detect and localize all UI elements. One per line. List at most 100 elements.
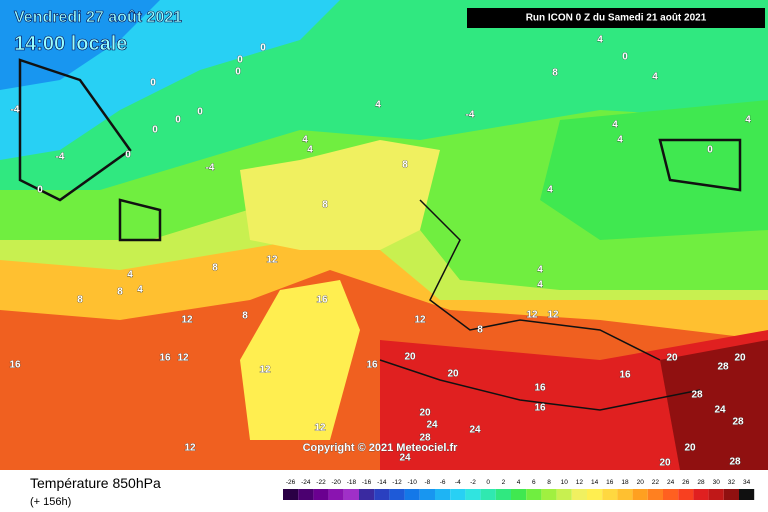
contour-label: 20 xyxy=(447,369,459,380)
contour-label: 20 xyxy=(659,458,671,469)
contour-label: 16 xyxy=(9,360,21,371)
scale-label: 26 xyxy=(682,479,690,486)
contour-label: 8 xyxy=(77,295,83,306)
scale-label: 14 xyxy=(591,479,599,486)
contour-label: 4 xyxy=(612,120,618,131)
scale-swatch xyxy=(374,489,390,500)
scale-label: 12 xyxy=(576,479,584,486)
contour-label: 28 xyxy=(691,390,703,401)
scale-label: -22 xyxy=(316,479,326,486)
contour-label: 4 xyxy=(302,135,308,146)
contour-label: 8 xyxy=(242,311,248,322)
contour-label: 0 xyxy=(707,145,713,156)
contour-label: 8 xyxy=(117,287,123,298)
scale-label: -14 xyxy=(377,479,387,486)
run-info: Run ICON 0 Z du Samedi 21 août 2021 xyxy=(526,13,707,24)
scale-swatch xyxy=(495,489,511,500)
contour-label: 28 xyxy=(717,362,729,373)
contour-label: 12 xyxy=(314,423,326,434)
contour-label: 0 xyxy=(37,185,43,196)
scale-swatch xyxy=(571,489,587,500)
scale-label: 32 xyxy=(728,479,736,486)
contour-label: 28 xyxy=(732,417,744,428)
contour-label: 0 xyxy=(622,52,628,63)
scale-swatch xyxy=(450,489,466,500)
contour-label: 16 xyxy=(316,295,328,306)
scale-swatch xyxy=(526,489,542,500)
contour-label: 4 xyxy=(127,270,133,281)
scale-label: 34 xyxy=(743,479,751,486)
contour-label: 12 xyxy=(414,315,426,326)
scale-label: -10 xyxy=(407,479,417,486)
contour-label: 28 xyxy=(729,457,741,468)
contour-label: 8 xyxy=(322,200,328,211)
scale-swatch xyxy=(359,489,375,500)
contour-label: 24 xyxy=(714,405,726,416)
scale-label: 24 xyxy=(667,479,675,486)
copyright: Copyright © 2021 Meteociel.fr xyxy=(303,442,459,454)
scale-swatch xyxy=(602,489,618,500)
contour-label: 12 xyxy=(177,353,189,364)
contour-label: 0 xyxy=(125,150,131,161)
contour-label: 8 xyxy=(552,68,558,79)
contour-label: -4 xyxy=(206,163,215,174)
scale-swatch xyxy=(617,489,633,500)
contour-label: 12 xyxy=(184,443,196,454)
scale-swatch xyxy=(708,489,724,500)
scale-label: 30 xyxy=(713,479,721,486)
contour-label: 12 xyxy=(547,310,559,321)
scale-label: 18 xyxy=(621,479,629,486)
contour-label: -4 xyxy=(56,152,65,163)
contour-label: 24 xyxy=(469,425,481,436)
contour-label: 20 xyxy=(684,443,696,454)
contour-label: 4 xyxy=(537,265,543,276)
scale-label: -18 xyxy=(347,479,357,486)
contour-label: 4 xyxy=(307,145,313,156)
contour-label: 0 xyxy=(235,67,241,78)
scale-swatch xyxy=(693,489,709,500)
scale-swatch xyxy=(283,489,299,500)
contour-label: 8 xyxy=(402,160,408,171)
scale-swatch xyxy=(541,489,557,500)
contour-label: 8 xyxy=(477,325,483,336)
scale-swatch xyxy=(419,489,435,500)
scale-swatch xyxy=(556,489,572,500)
scale-label: 28 xyxy=(697,479,705,486)
scale-label: 20 xyxy=(637,479,645,486)
scale-swatch xyxy=(343,489,359,500)
contour-label: 20 xyxy=(419,408,431,419)
contour-label: 4 xyxy=(547,185,553,196)
scale-swatch xyxy=(663,489,679,500)
contour-label: 20 xyxy=(666,353,678,364)
scale-label: 16 xyxy=(606,479,614,486)
map-time: 14:00 locale xyxy=(14,33,127,55)
scale-swatch xyxy=(389,489,405,500)
contour-label: 24 xyxy=(399,453,411,464)
contour-label: 0 xyxy=(152,125,158,136)
contour-label: -4 xyxy=(11,105,20,116)
contour-label: 4 xyxy=(652,72,658,83)
contour-label: 0 xyxy=(260,43,266,54)
scale-swatch xyxy=(298,489,314,500)
contour-label: 16 xyxy=(619,370,631,381)
contour-label: 0 xyxy=(150,78,156,89)
scale-swatch xyxy=(632,489,648,500)
scale-swatch xyxy=(328,489,344,500)
contour-label: 12 xyxy=(266,255,278,266)
contour-label: 24 xyxy=(426,420,438,431)
scale-label: -2 xyxy=(470,479,476,486)
scale-label: -6 xyxy=(440,479,446,486)
scale-label: -24 xyxy=(301,479,311,486)
contour-label: 0 xyxy=(175,115,181,126)
contour-label: 4 xyxy=(137,285,143,296)
scale-label: -26 xyxy=(286,479,296,486)
scale-swatch xyxy=(435,489,451,500)
scale-label: 4 xyxy=(517,479,521,486)
scale-label: 22 xyxy=(652,479,660,486)
scale-label: 0 xyxy=(486,479,490,486)
contour-label: 16 xyxy=(534,403,546,414)
contour-labels: 00000000000-4-4-4-4444444444444488888888… xyxy=(9,34,751,469)
contour-label: 16 xyxy=(366,360,378,371)
